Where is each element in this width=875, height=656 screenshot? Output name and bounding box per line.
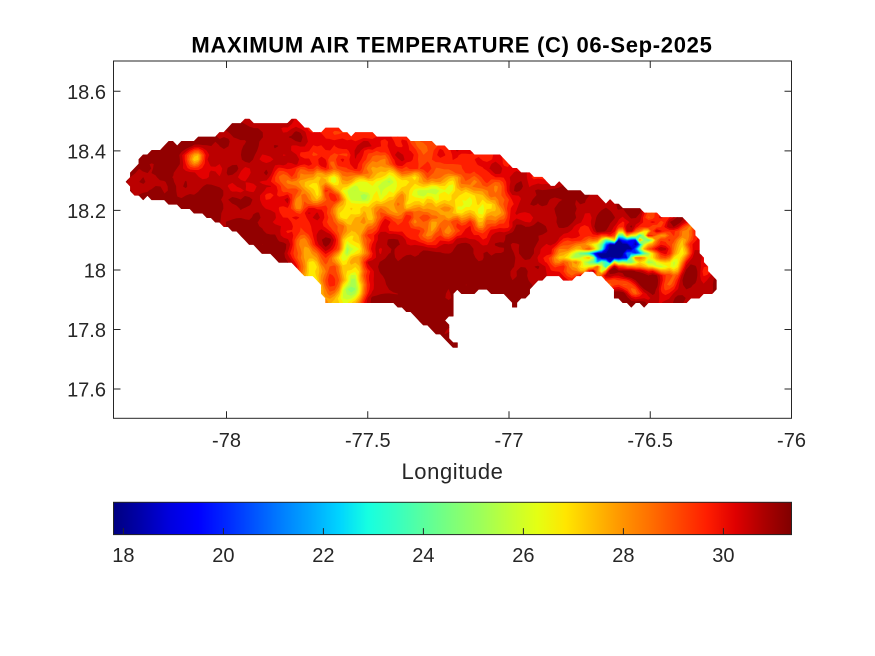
svg-text:18: 18 (112, 545, 134, 567)
svg-text:18.4: 18.4 (67, 141, 106, 163)
svg-text:MAXIMUM AIR TEMPERATURE (C) 06: MAXIMUM AIR TEMPERATURE (C) 06-Sep-2025 (191, 33, 712, 58)
svg-text:-78: -78 (212, 430, 241, 452)
svg-text:28: 28 (612, 545, 634, 567)
svg-text:18.6: 18.6 (67, 82, 106, 104)
svg-text:17.8: 17.8 (67, 320, 106, 342)
svg-text:-76: -76 (777, 430, 806, 452)
svg-text:-77.5: -77.5 (345, 430, 391, 452)
svg-text:20: 20 (212, 545, 234, 567)
svg-text:30: 30 (712, 545, 734, 567)
svg-text:18: 18 (84, 260, 106, 282)
svg-text:26: 26 (512, 545, 534, 567)
svg-text:18.2: 18.2 (67, 201, 106, 223)
svg-text:24: 24 (412, 545, 434, 567)
svg-text:-77: -77 (495, 430, 524, 452)
svg-text:Longitude: Longitude (401, 459, 503, 484)
svg-text:17.6: 17.6 (67, 380, 106, 402)
svg-text:-76.5: -76.5 (627, 430, 673, 452)
svg-text:22: 22 (312, 545, 334, 567)
